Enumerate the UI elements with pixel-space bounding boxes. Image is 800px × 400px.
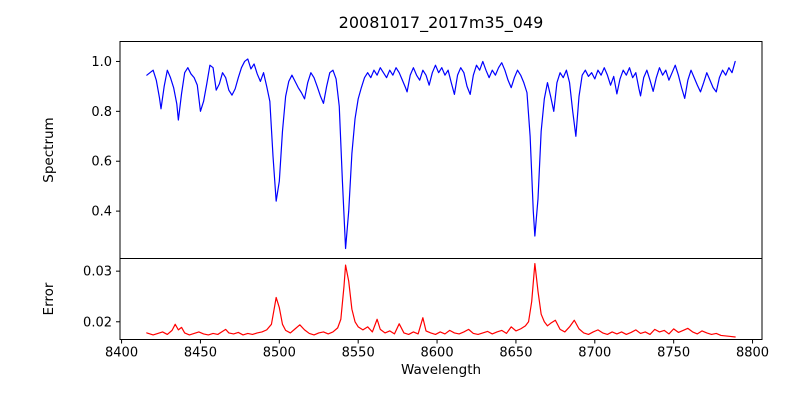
- spectrum-y-axis-label: Spectrum: [41, 117, 57, 183]
- y-tick-label: 0.4: [91, 205, 112, 220]
- y-tick-label: 0.03: [83, 265, 112, 280]
- error-line: [146, 262, 736, 338]
- x-tick-label: 8700: [578, 346, 611, 361]
- x-tick-label: 8400: [105, 346, 138, 361]
- axes-frame: [119, 41, 763, 259]
- y-tick-label: 0.8: [91, 105, 112, 120]
- x-tick-label: 8500: [263, 346, 296, 361]
- y-tick-label: 0.6: [91, 155, 112, 170]
- x-tick-label: 8550: [342, 346, 375, 361]
- error-y-axis-label: Error: [41, 282, 57, 316]
- y-tick-label: 1.0: [91, 55, 112, 70]
- x-tick-label: 8800: [736, 346, 769, 361]
- chart-title: 20081017_2017m35_049: [338, 13, 544, 32]
- spectrum-line: [146, 58, 736, 250]
- spectrum-axes: 0.4 0.6 0.8 1.0: [91, 41, 763, 259]
- error-axes: 0.02 0.03 8400 8450 8500 8550 8600 8650 8700 8750…: [83, 258, 769, 361]
- x-tick-label: 8450: [184, 346, 217, 361]
- axes-frame: [119, 258, 763, 340]
- x-tick-label: 8750: [657, 346, 690, 361]
- x-tick-label: 8650: [499, 346, 532, 361]
- x-axis-label: Wavelength: [400, 362, 482, 378]
- y-tick-label: 0.02: [83, 315, 112, 330]
- x-tick-label: 8600: [421, 346, 454, 361]
